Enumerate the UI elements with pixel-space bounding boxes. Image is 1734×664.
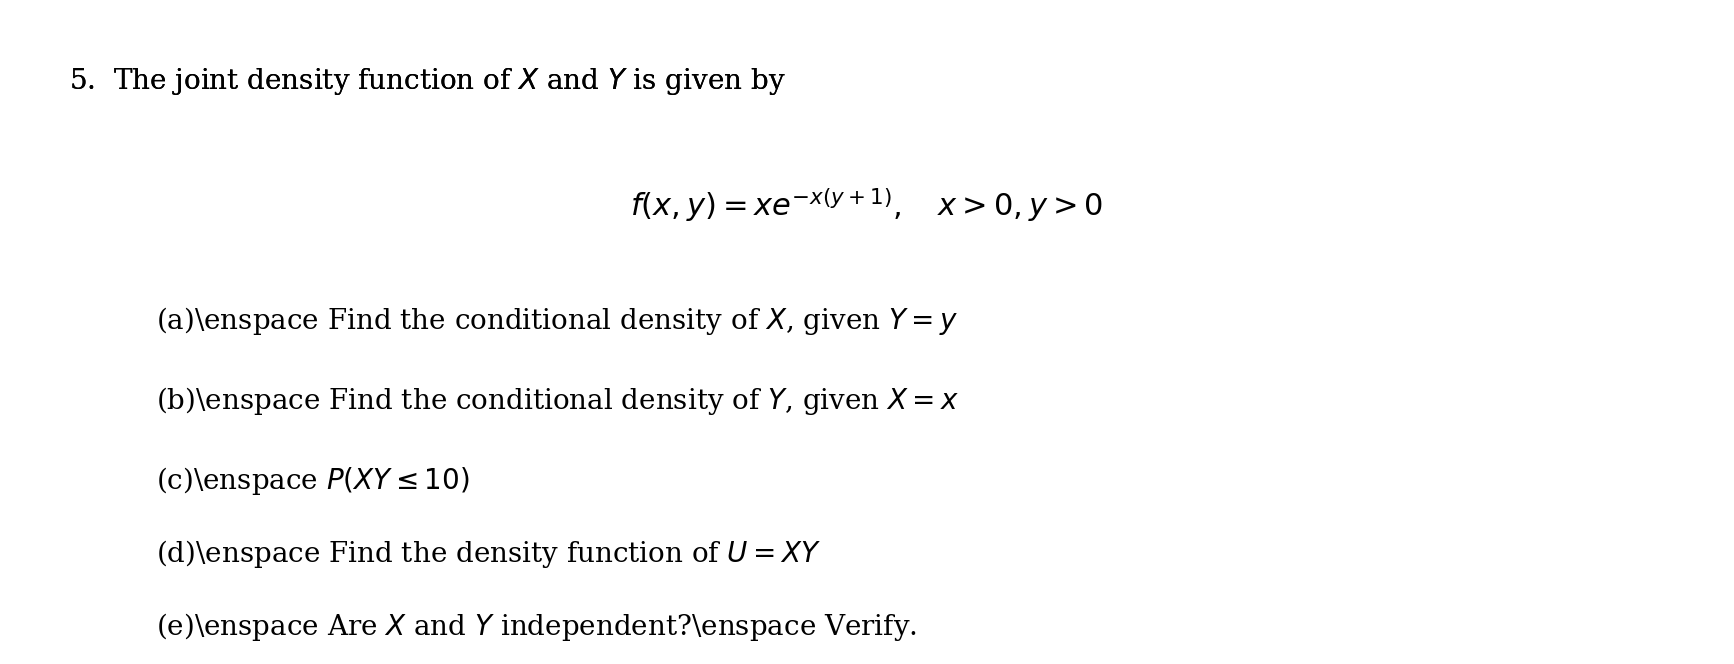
Text: $f(x, y) = xe^{-x(y+1)}, \quad x > 0, y > 0$: $f(x, y) = xe^{-x(y+1)}, \quad x > 0, y …: [631, 186, 1103, 224]
Text: (b)\enspace Find the conditional density of $Y$, given $X = x$: (b)\enspace Find the conditional density…: [156, 385, 959, 417]
Text: (c)\enspace $P(XY \leq 10)$: (c)\enspace $P(XY \leq 10)$: [156, 465, 470, 497]
Text: 5.  The joint density function of $X$ and $Y$ is given by: 5. The joint density function of $X$ and…: [69, 66, 786, 98]
Text: 5.  The joint density function of $X$ and $Y$ is given by: 5. The joint density function of $X$ and…: [69, 66, 786, 98]
Text: (a)\enspace Find the conditional density of $X$, given $Y = y$: (a)\enspace Find the conditional density…: [156, 305, 959, 337]
Text: (e)\enspace Are $X$ and $Y$ independent?\enspace Verify.: (e)\enspace Are $X$ and $Y$ independent?…: [156, 611, 917, 643]
Text: (d)\enspace Find the density function of $U = XY$: (d)\enspace Find the density function of…: [156, 538, 822, 570]
